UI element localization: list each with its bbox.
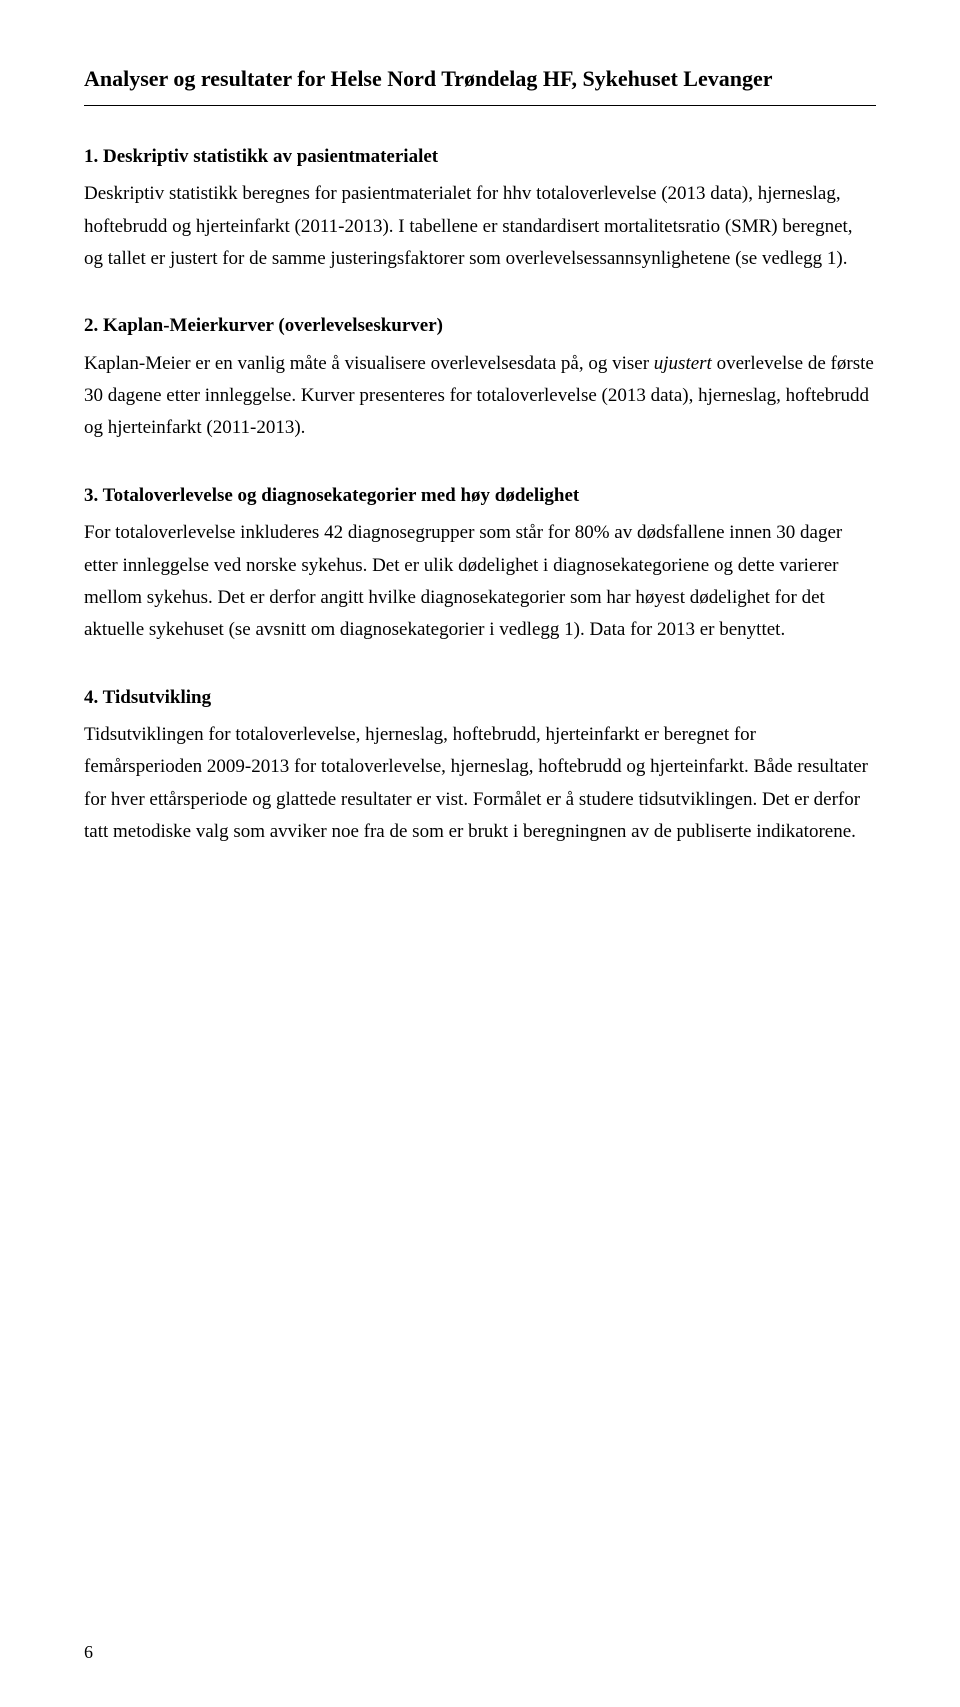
section-3-body-text: For totaloverlevelse inkluderes 42 diagn… xyxy=(84,522,842,640)
section-3-body: For totaloverlevelse inkluderes 42 diagn… xyxy=(84,517,876,646)
section-2-body-pre: Kaplan-Meier er en vanlig måte å visuali… xyxy=(84,353,654,374)
section-1-body-text: Deskriptiv statistikk beregnes for pasie… xyxy=(84,183,853,269)
section-1-body: Deskriptiv statistikk beregnes for pasie… xyxy=(84,178,876,275)
section-3: 3. Totaloverlevelse og diagnosekategorie… xyxy=(84,483,876,647)
section-2: 2. Kaplan-Meierkurver (overlevelseskurve… xyxy=(84,313,876,444)
section-4-body: Tidsutviklingen for totaloverlevelse, hj… xyxy=(84,719,876,848)
section-4: 4. Tidsutvikling Tidsutviklingen for tot… xyxy=(84,685,876,849)
section-4-body-text: Tidsutviklingen for totaloverlevelse, hj… xyxy=(84,724,868,842)
section-4-heading: 4. Tidsutvikling xyxy=(84,685,876,712)
page-title: Analyser og resultater for Helse Nord Tr… xyxy=(84,64,876,106)
section-1-heading: 1. Deskriptiv statistikk av pasientmater… xyxy=(84,144,876,171)
document-page: Analyser og resultater for Helse Nord Tr… xyxy=(0,0,960,1707)
section-1: 1. Deskriptiv statistikk av pasientmater… xyxy=(84,144,876,275)
section-3-heading: 3. Totaloverlevelse og diagnosekategorie… xyxy=(84,483,876,510)
section-2-heading: 2. Kaplan-Meierkurver (overlevelseskurve… xyxy=(84,313,876,340)
section-2-body: Kaplan-Meier er en vanlig måte å visuali… xyxy=(84,348,876,445)
section-2-body-ital: ujustert xyxy=(654,353,712,374)
page-number: 6 xyxy=(84,1642,93,1663)
